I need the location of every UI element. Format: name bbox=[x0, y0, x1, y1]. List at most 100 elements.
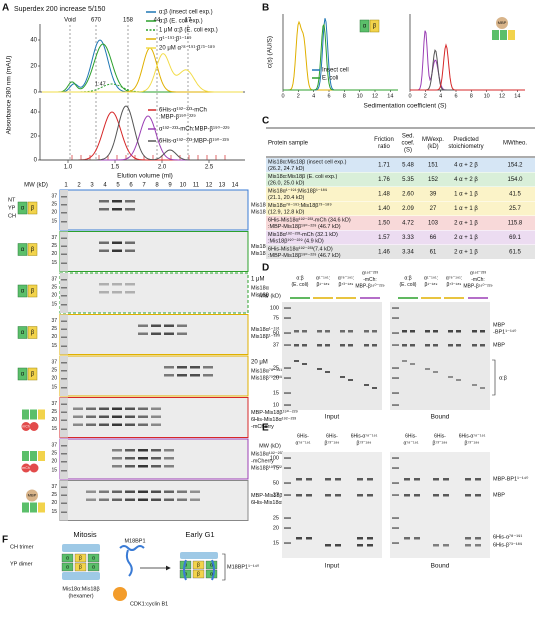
cartoon-letter: β bbox=[31, 372, 35, 378]
lane-header: α⁷⁸⁻¹⁹¹: bbox=[338, 275, 354, 281]
cartoon-alpha bbox=[17, 243, 28, 256]
cartoon-letter: MBP bbox=[28, 493, 37, 498]
table-cell: 1 α + 1 β bbox=[454, 192, 478, 198]
gel-band bbox=[73, 407, 83, 410]
cartoon-label: (hexamer) bbox=[68, 593, 93, 599]
gel-band bbox=[151, 324, 161, 327]
gel-band bbox=[448, 376, 453, 378]
mw-marker: 25 bbox=[273, 365, 279, 371]
cartoon-beta bbox=[27, 284, 38, 298]
cartoon-letter: mCh bbox=[22, 466, 29, 470]
table-cell: Mis18α:Mis18β (insect cell exp.) bbox=[268, 159, 347, 165]
mw-label: MW (kD) bbox=[259, 293, 281, 299]
legend-label: α:β (E. coli exp.) bbox=[159, 19, 203, 25]
gel-band bbox=[443, 544, 449, 547]
gel-band bbox=[164, 498, 174, 501]
band-label: Mis18β⁷³⁻¹⁸⁹ bbox=[251, 374, 282, 381]
cartoon-alpha bbox=[22, 502, 29, 513]
ladder-band bbox=[284, 344, 291, 346]
table-cell: 1.57 bbox=[378, 235, 390, 241]
gel-band bbox=[433, 478, 439, 481]
ladder-band bbox=[392, 517, 399, 519]
table-header: coef. bbox=[401, 141, 414, 147]
legend-label: 6His-α¹⁹²⁻²³³-mCh bbox=[159, 107, 207, 114]
ladder-band bbox=[61, 328, 67, 330]
lane-header: α¹⁹²⁻²³³ bbox=[362, 270, 378, 276]
cartoon-letter: β bbox=[31, 330, 35, 336]
band-label: MBP bbox=[493, 342, 505, 348]
cartoon-label: YP dimer bbox=[10, 561, 33, 567]
gel-band bbox=[425, 344, 430, 347]
gel-band bbox=[151, 407, 161, 410]
x-tick-label: 2.5 bbox=[205, 165, 214, 171]
mw-marker: 20 bbox=[51, 500, 57, 506]
gel-band bbox=[410, 363, 415, 365]
size-marker: 17 bbox=[185, 18, 192, 24]
gel-band bbox=[335, 494, 341, 497]
table-cell: 39 bbox=[430, 192, 437, 198]
gel-note: 1 μM bbox=[251, 277, 264, 283]
lane-header: β⁷³⁻¹⁸⁹ bbox=[357, 440, 372, 446]
gel-band bbox=[125, 200, 135, 203]
gel-band bbox=[302, 363, 307, 365]
gel-strip bbox=[59, 231, 249, 272]
x-tick-label: 10 bbox=[484, 93, 490, 99]
ladder-band bbox=[284, 527, 291, 529]
cartoon-label: NT bbox=[8, 197, 16, 203]
gel-band bbox=[340, 330, 345, 333]
gel-band bbox=[112, 449, 122, 452]
table-cell: 4.72 bbox=[402, 221, 414, 227]
cartoon-letter: α bbox=[92, 564, 95, 570]
ladder-band bbox=[284, 467, 291, 469]
lane-header: α¹⁹²⁻²³³ bbox=[470, 270, 486, 276]
gel-band bbox=[164, 465, 174, 468]
ladder-band bbox=[392, 332, 399, 334]
gel-band bbox=[125, 241, 135, 244]
cartoon-letter: β bbox=[197, 562, 200, 568]
cartoon-beta bbox=[74, 553, 87, 563]
table-cell: 1.71 bbox=[378, 163, 390, 169]
ladder-band bbox=[61, 387, 67, 389]
x-tick-label: 0 bbox=[408, 93, 411, 99]
lane-header: β¹⁻¹⁸⁹ bbox=[316, 282, 329, 288]
x-tick-label: 6 bbox=[454, 93, 457, 99]
ladder-band bbox=[61, 279, 67, 281]
lane-number: 11 bbox=[193, 183, 200, 189]
cartoon-ch bbox=[180, 552, 218, 559]
cartoon-letter: α bbox=[21, 289, 25, 295]
gel-band bbox=[112, 465, 122, 468]
lane-header: β⁷³⁻¹⁸⁹ bbox=[339, 282, 354, 288]
table-cell: 151 bbox=[428, 163, 439, 169]
ladder-band bbox=[392, 377, 399, 379]
cartoon-letter: α bbox=[184, 562, 187, 568]
lane-header: 6His- bbox=[434, 433, 446, 439]
cartoon-label: M18BP1¹⁻¹⁴⁰ bbox=[227, 563, 260, 570]
gel-band bbox=[296, 478, 302, 481]
gel-band bbox=[112, 407, 122, 410]
table-cell: 66 bbox=[430, 235, 437, 241]
gel-band bbox=[404, 478, 410, 481]
gel-band bbox=[367, 494, 373, 497]
band-label: Mis18β¹⁻¹⁸⁹ bbox=[251, 333, 280, 340]
lane-number: 12 bbox=[206, 183, 213, 189]
cartoon-letter: β bbox=[31, 206, 35, 212]
mw-marker: 25 bbox=[51, 450, 57, 456]
mw-marker: 15 bbox=[51, 343, 57, 349]
gel-band bbox=[302, 330, 307, 333]
table-cell: 2 α + 1 β bbox=[454, 235, 478, 241]
mw-marker: 25 bbox=[51, 326, 57, 332]
cartoon-beta bbox=[27, 367, 38, 381]
table-header: ratio bbox=[378, 144, 390, 150]
ladder-band bbox=[61, 453, 67, 455]
band-label: Mis18α bbox=[251, 202, 270, 208]
mw-marker: 37 bbox=[51, 276, 57, 282]
y-tick-label: 0 bbox=[34, 158, 38, 164]
gel-band bbox=[99, 283, 109, 286]
ladder-band bbox=[61, 196, 67, 198]
ladder-band bbox=[61, 403, 67, 405]
ladder-band bbox=[61, 345, 67, 347]
gel-band bbox=[151, 332, 161, 335]
band-label: Mis18α⁷⁸⁻¹⁹¹ bbox=[251, 367, 282, 374]
ladder-band bbox=[61, 253, 67, 255]
gel-band bbox=[294, 360, 299, 362]
